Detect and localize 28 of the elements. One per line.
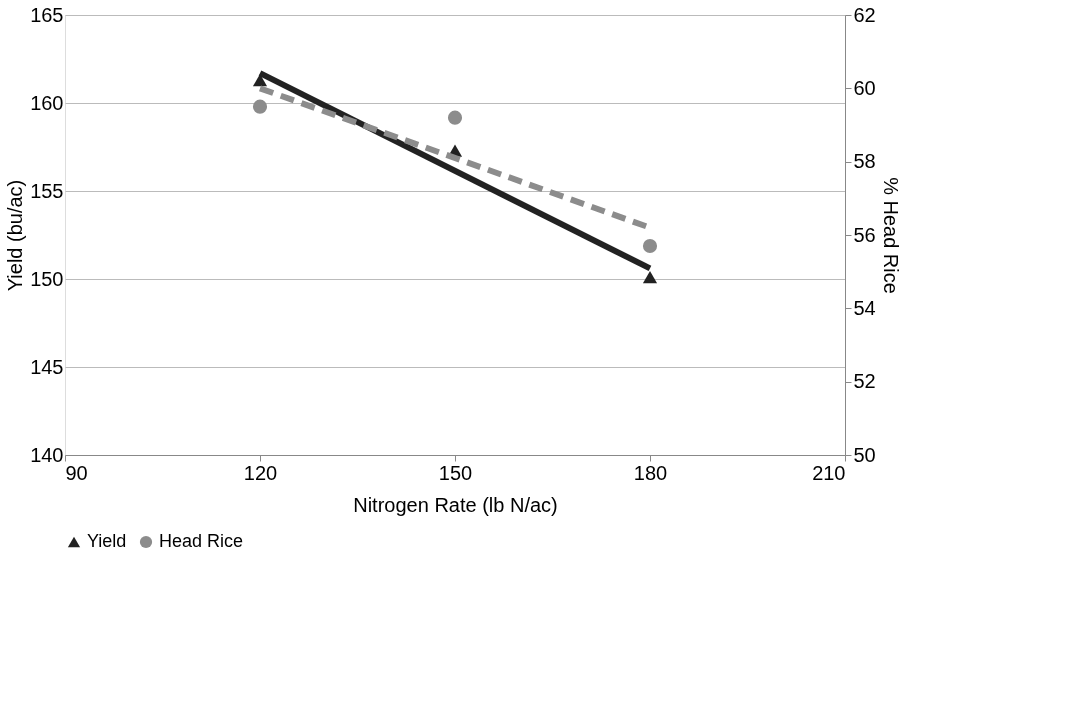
point xyxy=(252,74,268,87)
x-tick-label: 120 xyxy=(243,461,278,484)
x-tick-label: 210 xyxy=(812,461,846,484)
x-tick-label: 90 xyxy=(65,461,88,484)
y2-tick-label: 50 xyxy=(853,443,876,466)
x-tick-label: 150 xyxy=(438,461,473,484)
y2-tick-label: 62 xyxy=(853,3,876,26)
point xyxy=(642,271,658,284)
point xyxy=(642,238,658,254)
y-tick-label: 145 xyxy=(30,355,64,378)
y-tick-label: 155 xyxy=(30,179,64,202)
point xyxy=(447,110,463,125)
y2-tick-label: 56 xyxy=(853,223,876,246)
y2-axis-title: % Head Rice xyxy=(879,177,902,294)
point xyxy=(252,99,268,114)
x-axis-title: Nitrogen Rate (lb N/ac) xyxy=(353,493,558,516)
y2-tick-label: 60 xyxy=(853,76,876,99)
y2-tick-label: 52 xyxy=(853,370,876,393)
y2-tick-label: 58 xyxy=(853,150,876,173)
y2-tick-label: 54 xyxy=(853,296,876,319)
y-tick-label: 165 xyxy=(30,3,64,26)
y-axis-title: Yield (bu/ac) xyxy=(4,179,27,292)
y-tick-label: 160 xyxy=(30,91,64,114)
legend-label: Head Rice xyxy=(159,531,244,551)
y-tick-label: 140 xyxy=(30,443,64,466)
legend-label: Yield xyxy=(87,531,127,551)
y-tick-label: 150 xyxy=(30,267,64,290)
x-tick-label: 180 xyxy=(633,461,668,484)
